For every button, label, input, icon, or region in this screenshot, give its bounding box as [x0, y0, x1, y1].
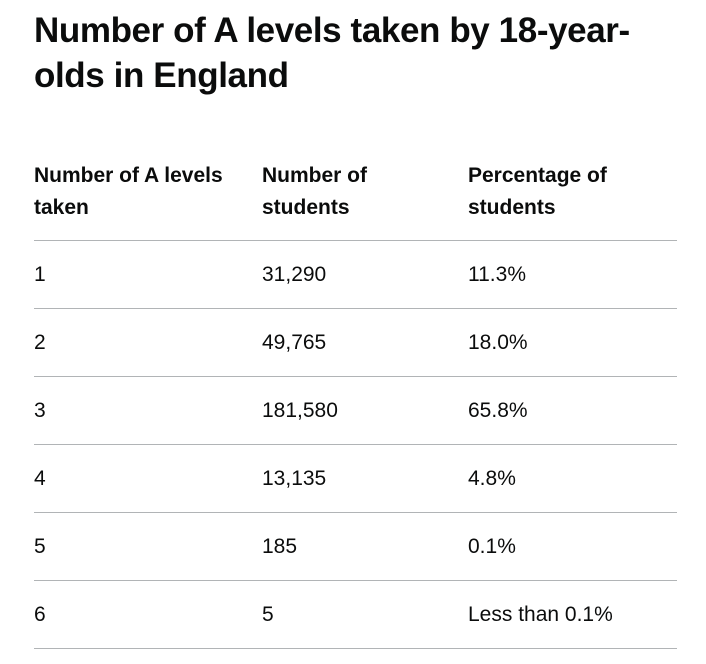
page-title: Number of A levels taken by 18-year-olds… — [34, 11, 630, 95]
a-levels-table: Number of A levels taken Number of stude… — [34, 160, 677, 649]
cell-percentage-of-students: 18.0% — [468, 308, 677, 377]
table-header-row: Number of A levels taken Number of stude… — [34, 160, 677, 241]
table-row: 3 181,580 65.8% — [34, 376, 677, 445]
column-header-number-of-students: Number of students — [262, 160, 468, 241]
table-row: 1 31,290 11.3% — [34, 240, 677, 309]
cell-a-levels-taken: 3 — [34, 376, 262, 445]
cell-percentage-of-students: 0.1% — [468, 512, 677, 581]
cell-a-levels-taken: 4 — [34, 444, 262, 513]
table-row: 4 13,135 4.8% — [34, 444, 677, 513]
page-content: Number of A levels taken by 18-year-olds… — [34, 8, 680, 649]
cell-a-levels-taken: 1 — [34, 240, 262, 309]
column-header-a-levels-taken: Number of A levels taken — [34, 160, 262, 241]
table-row: 6 5 Less than 0.1% — [34, 580, 677, 649]
cell-percentage-of-students: 4.8% — [468, 444, 677, 513]
cell-percentage-of-students: 11.3% — [468, 240, 677, 309]
cell-percentage-of-students: 65.8% — [468, 376, 677, 445]
cell-number-of-students: 181,580 — [262, 376, 468, 445]
table-row: 2 49,765 18.0% — [34, 308, 677, 377]
cell-number-of-students: 5 — [262, 580, 468, 649]
cell-number-of-students: 49,765 — [262, 308, 468, 377]
cell-a-levels-taken: 5 — [34, 512, 262, 581]
cell-number-of-students: 13,135 — [262, 444, 468, 513]
cell-percentage-of-students: Less than 0.1% — [468, 580, 677, 649]
cell-a-levels-taken: 6 — [34, 580, 262, 649]
cell-a-levels-taken: 2 — [34, 308, 262, 377]
cell-number-of-students: 31,290 — [262, 240, 468, 309]
column-header-percentage-of-students: Percentage of students — [468, 160, 677, 241]
table-row: 5 185 0.1% — [34, 512, 677, 581]
cell-number-of-students: 185 — [262, 512, 468, 581]
